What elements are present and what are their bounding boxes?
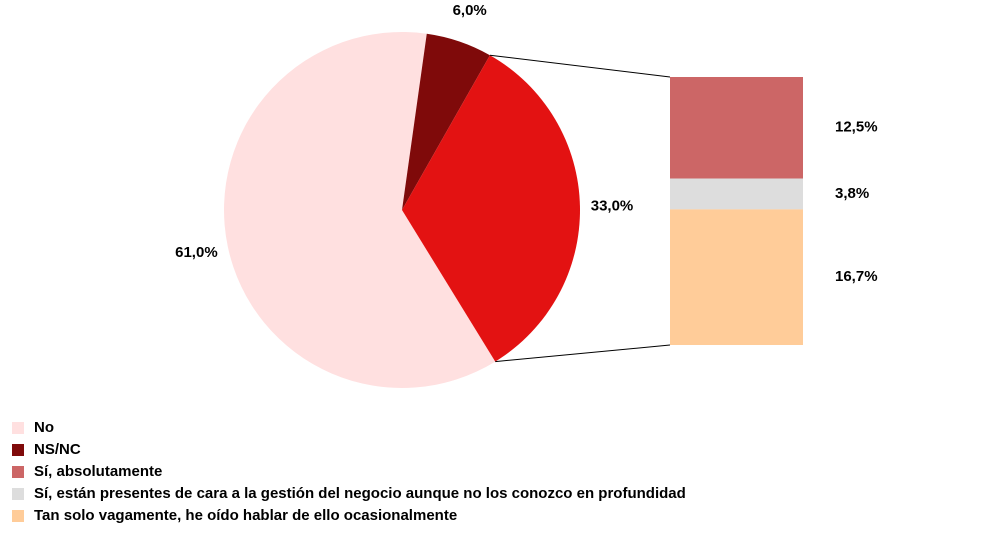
legend-swatch: [12, 510, 24, 522]
legend-swatch: [12, 422, 24, 434]
pie-slice: [402, 55, 581, 362]
bar-segment: [670, 209, 803, 345]
bar-segment: [670, 178, 803, 210]
pie-slice: [402, 33, 490, 210]
legend-label: Sí, absolutamente: [34, 463, 162, 480]
connector: [489, 54, 671, 78]
connector: [495, 344, 671, 363]
data-label: 3,8%: [835, 185, 869, 202]
legend-label: Tan solo vagamente, he oído hablar de el…: [34, 507, 457, 524]
legend-swatch: [12, 488, 24, 500]
legend-swatch: [12, 466, 24, 478]
legend-label: NS/NC: [34, 441, 81, 458]
legend-label: No: [34, 419, 54, 436]
data-label: 12,5%: [835, 119, 878, 136]
data-label: 33,0%: [591, 197, 634, 214]
legend-swatch: [12, 444, 24, 456]
data-label: 61,0%: [175, 244, 218, 261]
pie-slice: [223, 31, 496, 388]
bar-segment: [670, 77, 803, 179]
data-label: 6,0%: [453, 2, 487, 19]
data-label: 16,7%: [835, 268, 878, 285]
legend-label: Sí, están presentes de cara a la gestión…: [34, 485, 686, 502]
